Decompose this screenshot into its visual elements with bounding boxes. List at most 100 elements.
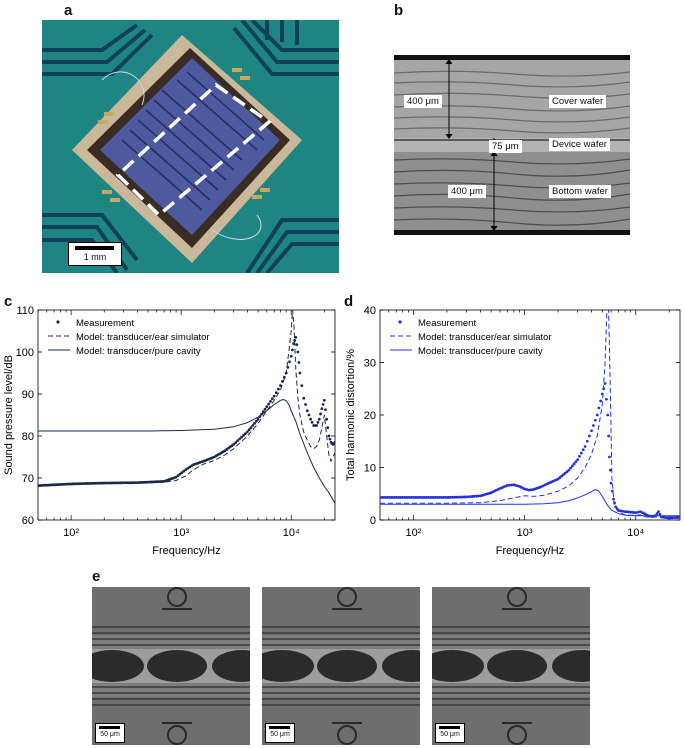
legend-label: Model: transducer/ear simulator — [418, 332, 552, 343]
measurement-point — [574, 460, 578, 464]
measurement-point — [576, 458, 580, 462]
frame-drawing — [262, 587, 420, 745]
measurement-point — [523, 487, 527, 491]
measurement-point — [619, 509, 623, 513]
measurement-point — [608, 455, 611, 459]
x-tick-label: 10³ — [173, 527, 189, 539]
measurement-point — [595, 413, 599, 417]
y-tick-label: 100 — [16, 347, 34, 359]
measurement-point — [590, 429, 593, 433]
measurement-point — [567, 468, 571, 472]
y-axis-label: Total harmonic distortion/% — [345, 349, 357, 481]
y-tick-label: 20 — [364, 410, 376, 422]
measurement-point — [238, 437, 241, 441]
measurement-point — [309, 417, 312, 421]
selection-rectangle — [115, 82, 272, 218]
measurement-point — [579, 451, 583, 455]
measurement-point — [333, 440, 335, 444]
scale-bar-line — [99, 726, 120, 729]
measurement-point — [293, 339, 297, 342]
measurement-point — [265, 405, 269, 408]
measurement-point — [234, 441, 238, 444]
measurement-point — [655, 512, 659, 516]
measurement-point — [236, 439, 239, 443]
device-thickness-label: 75 μm — [489, 140, 522, 153]
measurement-point — [256, 417, 260, 421]
measurement-point — [184, 468, 188, 471]
micrograph-frame: 50 μm — [432, 587, 590, 745]
measurement-point — [188, 465, 192, 469]
legend-label: Model: transducer/ear simulator — [76, 332, 210, 343]
measurement-point — [592, 424, 595, 427]
measurement-point — [583, 445, 587, 448]
y-tick-label: 60 — [22, 515, 34, 527]
scale-bar-line — [269, 726, 290, 729]
measurement-point — [297, 361, 301, 364]
measurement-point — [186, 466, 190, 470]
legend-label: Measurement — [418, 318, 476, 329]
measurement-point — [525, 488, 529, 491]
measurement-point — [277, 387, 280, 391]
device-wafer-label: Device wafer — [549, 138, 610, 151]
measurement-point — [641, 511, 644, 515]
legend-marker — [56, 320, 60, 324]
measurement-point — [621, 509, 625, 513]
measurement-point — [527, 488, 531, 492]
y-tick-label: 0 — [370, 515, 376, 527]
legend-label: Model: transducer/pure cavity — [418, 346, 543, 357]
measurement-point — [290, 348, 294, 352]
measurement-point — [570, 464, 574, 468]
measurement-point — [310, 420, 314, 424]
measurement-point — [585, 439, 589, 443]
measurement-point — [295, 343, 299, 347]
thd-chart: 0 10 20 30 40 10² 10³ 10⁴ Frequency/Hz Total harm… — [345, 305, 681, 557]
measurement-point — [578, 454, 581, 458]
measurement-point — [289, 354, 293, 358]
measurement-point — [317, 417, 321, 421]
measurement-point — [242, 434, 245, 437]
measurement-point — [609, 481, 613, 485]
measurement-point — [608, 468, 612, 472]
measurement-point — [599, 399, 603, 403]
x-tick-label: 10⁴ — [627, 527, 644, 539]
spl-chart: 60 70 80 90 100 110 10² 10³ 10⁴ Frequency/Hz Sound… — [3, 305, 336, 557]
measurement-point — [307, 413, 311, 417]
measurement-point — [572, 462, 576, 466]
panel-label-e: e — [92, 568, 101, 585]
measurement-point — [272, 394, 276, 398]
legend-label: Model: transducer/pure cavity — [76, 346, 201, 357]
measurement-point — [541, 484, 545, 488]
measurement-point — [587, 434, 591, 438]
cover-wafer-label: Cover wafer — [549, 95, 607, 108]
measurement-point — [593, 418, 597, 422]
measurement-point — [315, 424, 318, 427]
measurement-point — [300, 384, 304, 387]
wafer-cross-section: 400 μm Cover wafer 75 μm Device wafer 40… — [394, 55, 630, 235]
measurement-point — [328, 437, 332, 441]
measurement-point — [288, 360, 291, 364]
measurement-point — [324, 408, 327, 412]
measurement-point — [316, 420, 320, 424]
legend-marker — [398, 320, 402, 324]
x-axis-label: Frequency/Hz — [496, 545, 564, 557]
measurement-point — [263, 407, 267, 411]
measurement-point — [174, 475, 178, 479]
measurement-point — [304, 403, 307, 406]
y-tick-label: 40 — [364, 305, 376, 317]
measurement-point — [296, 350, 300, 354]
panel-label-d: d — [344, 293, 354, 310]
measurement-point — [505, 483, 509, 487]
y-tick-label: 80 — [22, 431, 34, 443]
scale-bar-label: 50 μm — [270, 731, 290, 738]
pure-cavity-line — [38, 398, 335, 504]
panel-label-b: b — [394, 2, 404, 19]
x-axis-label: Frequency/Hz — [152, 545, 220, 557]
measurement-point — [182, 469, 186, 473]
y-tick-label: 90 — [22, 389, 34, 401]
measurement-point — [298, 371, 302, 375]
measurement-point — [305, 409, 309, 413]
pure-cavity-line — [380, 489, 680, 517]
measurement-point — [269, 399, 272, 403]
chip-micrograph: 1 mm — [42, 20, 339, 273]
scale-bar-label: 50 μm — [100, 731, 120, 738]
